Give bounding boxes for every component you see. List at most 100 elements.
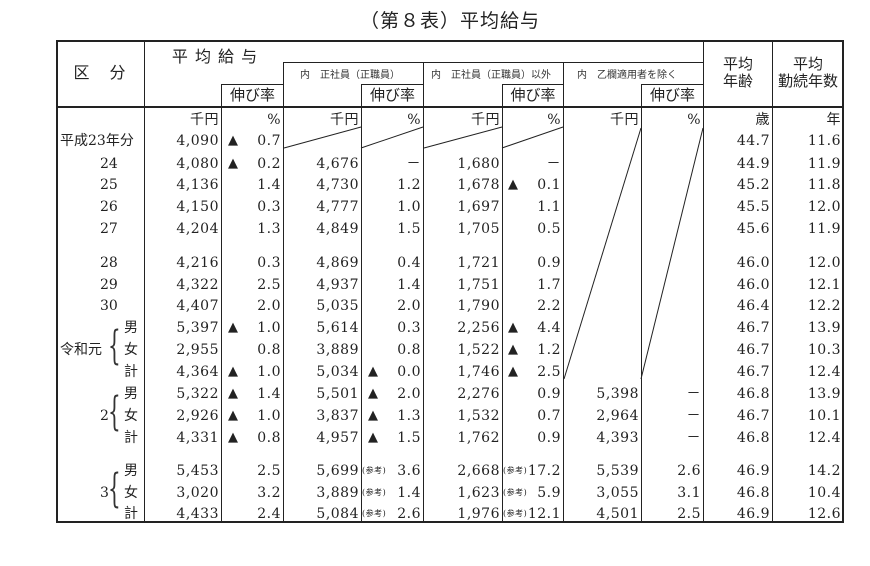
- avg-salary-rate: 1.3: [257, 221, 281, 237]
- table-left-border: [56, 40, 58, 523]
- decrease-triangle-icon: ▲: [368, 364, 378, 379]
- avg-tenure-value: 10.3: [807, 342, 841, 358]
- otsu-excluded-salary-value: 5,539: [596, 463, 639, 479]
- regular-rate: 0.3: [397, 320, 421, 336]
- nonregular-salary-value: 1,697: [457, 199, 500, 215]
- row-sex-label: 女: [124, 485, 138, 501]
- decrease-triangle-icon: ▲: [368, 386, 378, 401]
- avg-age-value: 46.8: [736, 430, 770, 446]
- unit-age: 歳: [755, 112, 770, 128]
- header-nonregular-growth: 伸び率: [510, 86, 556, 104]
- avg-tenure-value: 13.9: [807, 386, 841, 402]
- unit-nonregular-salary: 千円: [471, 112, 500, 128]
- row-sex-label: 女: [124, 342, 138, 358]
- header-category: 区 分: [73, 63, 128, 82]
- avg-salary-value: 4,204: [176, 221, 219, 237]
- row-label: 24: [100, 156, 118, 172]
- avg-salary-value: 5,453: [176, 463, 219, 479]
- otsu-excluded-rate: 2.6: [677, 463, 701, 479]
- regular-salary-value: 4,849: [316, 221, 359, 237]
- nonregular-rate: 1.2: [537, 342, 561, 358]
- row-sex-label: 男: [124, 386, 138, 402]
- group-label-reiwa1: 令和元: [60, 342, 102, 358]
- nonregular-rate: 0.9: [537, 386, 561, 402]
- unit-nonregular-rate: %: [547, 112, 561, 128]
- regular-salary-value: 4,730: [316, 177, 359, 193]
- nonregular-salary-value: 1,762: [457, 430, 500, 446]
- growth-box-top: [641, 84, 703, 85]
- nonregular-rate: 2.2: [537, 298, 561, 314]
- avg-salary-rate: 2.5: [257, 277, 281, 293]
- regular-salary-value: 3,889: [316, 485, 359, 501]
- avg-age-value: 45.6: [736, 221, 770, 237]
- regular-rate: 0.8: [397, 342, 421, 358]
- reference-note: (参考): [503, 466, 528, 475]
- nonregular-rate: －: [546, 156, 561, 172]
- regular-salary-value: 3,837: [316, 408, 359, 424]
- avg-salary-value: 4,433: [176, 506, 219, 522]
- header-bottom-border: [57, 106, 844, 108]
- nonregular-rate: 0.1: [537, 177, 561, 193]
- avg-tenure-value: 12.0: [807, 199, 841, 215]
- decrease-triangle-icon: ▲: [228, 408, 238, 423]
- regular-salary-value: 4,937: [316, 277, 359, 293]
- nonregular-salary-value: 1,678: [457, 177, 500, 193]
- table-bottom-border: [57, 521, 844, 523]
- avg-salary-rate: 2.4: [257, 506, 281, 522]
- regular-rate: 1.4: [397, 485, 421, 501]
- avg-age-value: 46.8: [736, 386, 770, 402]
- nonregular-rate: 0.7: [537, 408, 561, 424]
- nonregular-rate: 17.2: [527, 463, 561, 479]
- decrease-triangle-icon: ▲: [368, 408, 378, 423]
- nonregular-rate: 4.4: [537, 320, 561, 336]
- nonregular-salary-value: 2,668: [457, 463, 500, 479]
- subgroup-header-line: [283, 62, 703, 63]
- decrease-triangle-icon: ▲: [508, 342, 518, 357]
- avg-age-value: 46.7: [736, 408, 770, 424]
- header-avg-tenure-line2: 勤続年数: [777, 72, 838, 90]
- avg-salary-rate: 0.8: [257, 342, 281, 358]
- unit-tenure: 年: [826, 112, 841, 128]
- decrease-triangle-icon: ▲: [228, 156, 238, 171]
- row-sex-label: 男: [124, 320, 138, 336]
- decrease-triangle-icon: ▲: [228, 364, 238, 379]
- unit-regular-rate: %: [407, 112, 421, 128]
- avg-age-value: 46.4: [736, 298, 770, 314]
- unit-rate: %: [267, 112, 281, 128]
- avg-tenure-value: 10.4: [807, 485, 841, 501]
- reference-note: (参考): [362, 466, 387, 475]
- row-label: 28: [100, 255, 118, 271]
- avg-tenure-value: 12.4: [807, 430, 841, 446]
- nonregular-salary-value: 1,721: [457, 255, 500, 271]
- avg-tenure-value: 11.9: [807, 156, 841, 172]
- row-sex-label: 男: [124, 463, 138, 479]
- regular-rate: 1.2: [397, 177, 421, 193]
- col-divider: [283, 62, 284, 522]
- header-growth-rate: 伸び率: [229, 86, 275, 104]
- header-excluding-otsu: 内 乙欄適用者を除く: [577, 70, 677, 81]
- avg-tenure-value: 10.1: [807, 408, 841, 424]
- otsu-excluded-rate: －: [686, 430, 701, 446]
- avg-age-value: 46.9: [736, 506, 770, 522]
- otsu-excluded-salary-value: 3,055: [596, 485, 639, 501]
- nonregular-salary-value: 1,751: [457, 277, 500, 293]
- decrease-triangle-icon: ▲: [368, 430, 378, 445]
- row-sex-label: 計: [124, 506, 138, 522]
- avg-salary-value: 4,407: [176, 298, 219, 314]
- regular-salary-value: 5,035: [316, 298, 359, 314]
- otsu-excluded-salary-value: 2,964: [596, 408, 639, 424]
- header-avg-age-line1: 平均: [722, 55, 753, 73]
- nonregular-rate: 0.5: [537, 221, 561, 237]
- nonregular-rate: 5.9: [537, 485, 561, 501]
- regular-rate: 3.6: [397, 463, 421, 479]
- otsu-excluded-rate: 3.1: [677, 485, 701, 501]
- avg-salary-value: 5,322: [176, 386, 219, 402]
- avg-salary-rate: 1.4: [257, 177, 281, 193]
- avg-salary-rate: 0.7: [257, 133, 281, 149]
- row-label: 25: [100, 177, 118, 193]
- decrease-triangle-icon: ▲: [228, 320, 238, 335]
- avg-tenure-value: 12.2: [807, 298, 841, 314]
- regular-salary-value: 4,676: [316, 156, 359, 172]
- brace-icon: {: [108, 389, 121, 435]
- nonregular-salary-value: 1,746: [457, 364, 500, 380]
